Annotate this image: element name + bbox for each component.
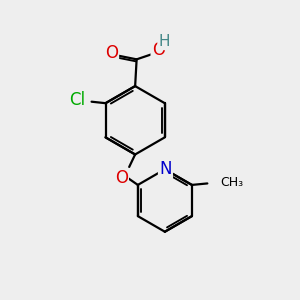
- Text: O: O: [105, 44, 118, 62]
- Text: N: N: [159, 160, 172, 178]
- Text: O: O: [152, 41, 165, 59]
- Text: CH₃: CH₃: [220, 176, 243, 189]
- Text: H: H: [158, 34, 170, 49]
- Text: Cl: Cl: [70, 91, 86, 109]
- Text: O: O: [115, 169, 128, 187]
